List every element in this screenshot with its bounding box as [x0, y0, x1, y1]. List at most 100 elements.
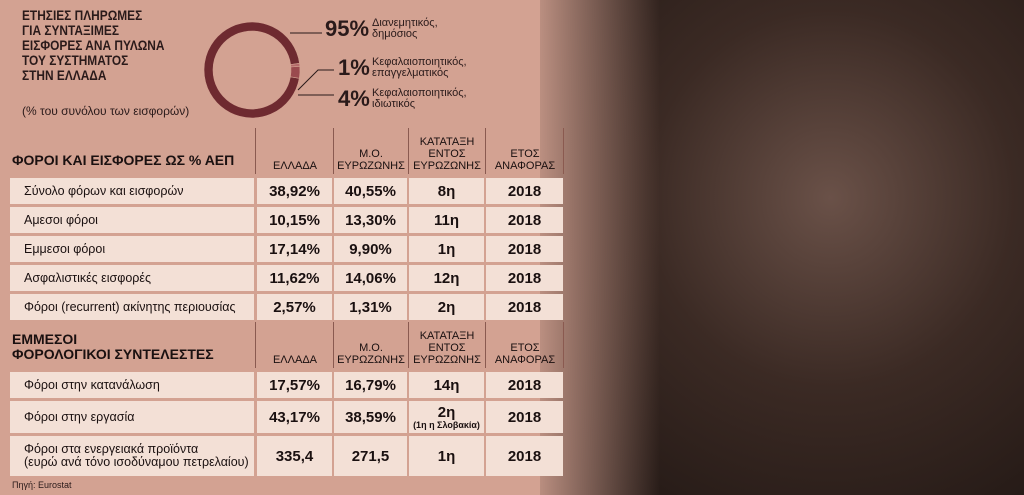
divider: [485, 128, 486, 174]
cell-value: 1η: [437, 240, 456, 258]
cell-value: 2η: [437, 403, 456, 421]
cell: 38,59%: [334, 401, 407, 433]
section-title: ΕΜΜΕΣΟΙ: [12, 331, 78, 347]
row-label-line: Φόροι (recurrent) ακίνητης περιουσίας: [24, 299, 236, 314]
cell: 17,57%: [257, 372, 332, 398]
cell-value: 10,15%: [269, 211, 320, 229]
column-header-line: ΑΝΑΦΟΡΑΣ: [494, 354, 556, 366]
row-label-line: (ευρώ ανά τόνο ισοδύναμου πετρελαίου): [24, 455, 249, 469]
divider: [255, 322, 256, 368]
cell-value: 2018: [507, 240, 542, 258]
cell-value: 17,57%: [269, 376, 320, 394]
donut-chart: [203, 21, 301, 119]
cell: 13,30%: [334, 207, 407, 233]
cell-value: 14,06%: [345, 269, 396, 287]
cell-value: 9,90%: [349, 240, 392, 258]
cell: 2018: [486, 294, 563, 320]
cell-value: 2018: [507, 182, 542, 200]
legend-value: 4%: [338, 86, 370, 111]
cell-value: 13,30%: [345, 211, 396, 229]
source: Πηγή: Eurostat: [12, 480, 72, 490]
title-line: ΕΤΗΣΙΕΣ ΠΛΗΡΩΜΕΣ: [22, 7, 143, 23]
divider: [408, 128, 409, 174]
column-header: ΚΑΤΑΤΑΞΗ ΕΝΤΟΣ ΕΥΡΩΖΩΝΗΣ: [410, 322, 484, 366]
cell-value: 1,31%: [349, 298, 392, 316]
cell-value: 1η: [437, 447, 456, 465]
cell-value: 2018: [507, 269, 542, 287]
cell: 9,90%: [334, 236, 407, 262]
cell-value: 17,14%: [269, 240, 320, 258]
cell-value: 2018: [507, 376, 542, 394]
cell-value: 2018: [507, 447, 542, 465]
legend-label: επαγγελματικός: [372, 67, 449, 79]
column-header-line: ΕΥΡΩΖΩΝΗΣ: [337, 160, 405, 172]
row-label-line: Φόροι στα ενεργειακά προϊόντα: [24, 442, 199, 456]
subtitle: (% του συνόλου των εισφορών): [22, 104, 190, 118]
column-header-line: ΕΤΟΣ: [510, 148, 540, 160]
divider: [333, 322, 334, 368]
legend-value: 1%: [338, 55, 370, 80]
legend-label: ιδιωτικός: [372, 98, 416, 110]
cell: 11,62%: [257, 265, 332, 291]
legend-label: Κεφαλαιοποιητικός,: [372, 56, 467, 68]
cell: 2018: [486, 436, 563, 476]
column-header-line: ΕΥΡΩΖΩΝΗΣ: [413, 354, 481, 366]
cell: 2018: [486, 178, 563, 204]
legend-label: Διανεμητικός,: [372, 17, 438, 29]
cell-value: 14η: [433, 376, 460, 394]
row-label-line: Εμμεσοι φόροι: [24, 241, 106, 256]
divider: [408, 322, 409, 368]
cell: 1η: [409, 236, 484, 262]
row-label-line: Αμεσοι φόροι: [24, 212, 98, 227]
column-header-line: Μ.Ο.: [359, 342, 383, 354]
divider: [485, 322, 486, 368]
cell-note: (1η η Σλοβακία): [413, 419, 480, 430]
cell-value: 2018: [507, 408, 542, 426]
legend-label: δημόσιος: [372, 28, 418, 40]
leader-line: [297, 69, 334, 91]
legend-value: 95%: [325, 16, 370, 41]
divider: [255, 128, 256, 174]
cell-value: 2η: [437, 298, 456, 316]
cell-value: 11η: [433, 211, 460, 229]
cell-value: 43,17%: [269, 408, 320, 426]
title-line: ΣΤΗΝ ΕΛΛΑΔΑ: [22, 67, 107, 83]
row-label: Αμεσοι φόροι: [10, 207, 254, 233]
column-header: ΕΤΟΣ ΑΝΑΦΟΡΑΣ: [487, 322, 563, 366]
title-line: ΕΙΣΦΟΡΕΣ ΑΝΑ ΠΥΛΩΝΑ: [22, 37, 165, 53]
cell: 2018: [486, 372, 563, 398]
cell: 12η: [409, 265, 484, 291]
column-header: Μ.Ο. ΕΥΡΩΖΩΝΗΣ: [335, 128, 407, 172]
divider: [563, 322, 564, 368]
column-header-line: ΕΛΛΑΔΑ: [272, 354, 318, 366]
column-header: Μ.Ο. ΕΥΡΩΖΩΝΗΣ: [335, 322, 407, 366]
column-header-line: ΕΝΤΟΣ: [428, 342, 466, 354]
section-title: ΦΟΡΟΛΟΓΙΚΟΙ ΣΥΝΤΕΛΕΣΤΕΣ: [12, 346, 214, 362]
cell: 14,06%: [334, 265, 407, 291]
cell-value: 271,5: [351, 447, 390, 465]
column-header-line: ΚΑΤΑΤΑΞΗ: [419, 136, 475, 148]
column-header-line: ΑΝΑΦΟΡΑΣ: [494, 160, 556, 172]
cell-value: 11,62%: [269, 269, 320, 287]
title-line: ΓΙΑ ΣΥΝΤΑΞΙΜΕΣ: [22, 22, 119, 38]
row-label: Φόροι στα ενεργειακά προϊόντα (ευρώ ανά τ…: [10, 436, 254, 476]
column-header: ΕΛΛΑΔΑ: [258, 322, 332, 366]
cell-value: 2018: [507, 298, 542, 316]
cell: 1,31%: [334, 294, 407, 320]
cell-value: 2,57%: [273, 298, 316, 316]
row-label: Εμμεσοι φόροι: [10, 236, 254, 262]
cell: 16,79%: [334, 372, 407, 398]
cell: 8η: [409, 178, 484, 204]
cell: 335,4: [257, 436, 332, 476]
column-header-line: ΕΤΟΣ: [510, 342, 540, 354]
legend-label: Κεφαλαιοποιητικός,: [372, 87, 467, 99]
cell-value: 12η: [433, 269, 460, 287]
cell-value: 8η: [437, 182, 456, 200]
cell: 10,15%: [257, 207, 332, 233]
row-label: Φόροι στην εργασία: [10, 401, 254, 433]
title-line: ΤΟΥ ΣΥΣΤΗΜΑΤΟΣ: [22, 52, 129, 68]
cell: 2018: [486, 401, 563, 433]
row-label-line: Ασφαλιστικές εισφορές: [24, 270, 151, 285]
divider: [563, 128, 564, 174]
